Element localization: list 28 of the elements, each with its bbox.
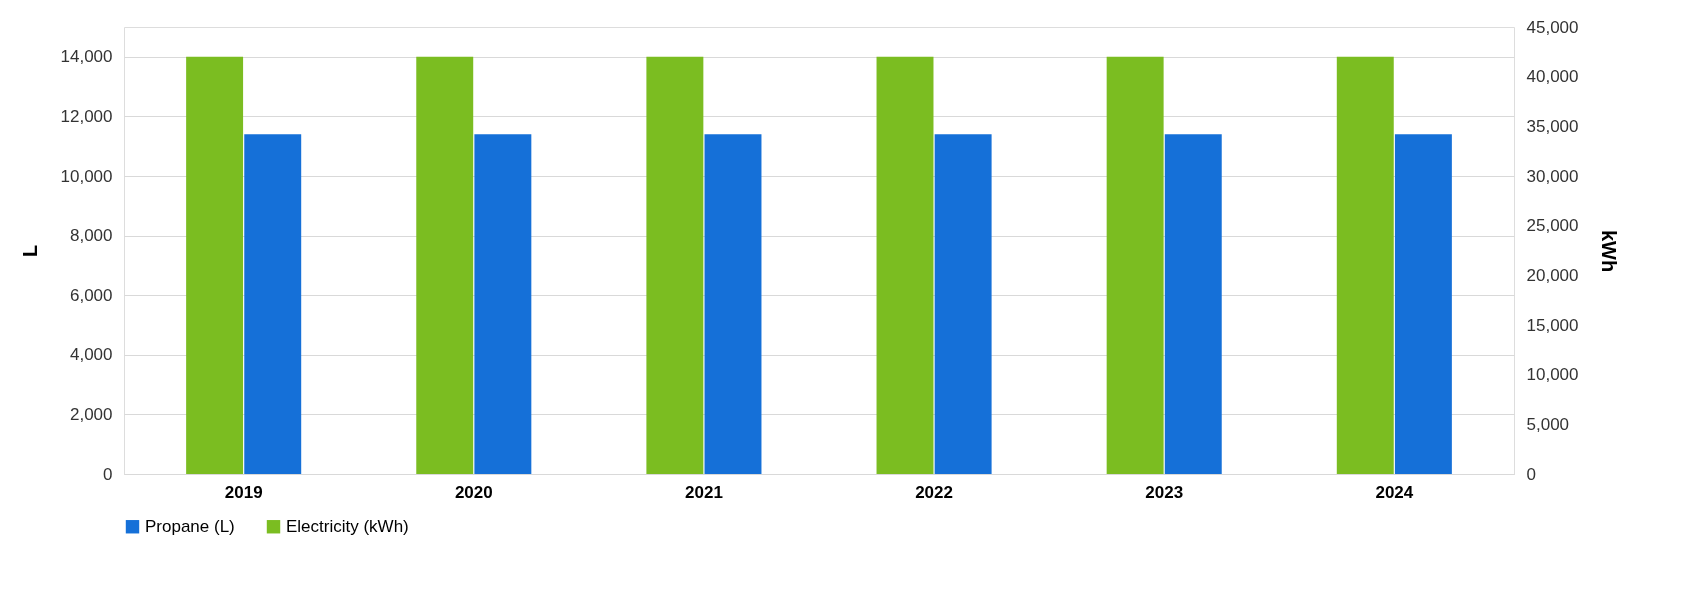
y2-tick-label: 45,000 xyxy=(1526,17,1579,37)
y-tick-label: 8,000 xyxy=(69,226,113,246)
x-tick-label: 2020 xyxy=(454,482,493,502)
y2-tick-label: 25,000 xyxy=(1526,216,1579,236)
y-tick-label: 14,000 xyxy=(60,47,113,67)
y-tick-label: 10,000 xyxy=(60,166,113,186)
y2-tick-label: 5,000 xyxy=(1526,414,1570,434)
x-tick-label: 2024 xyxy=(1375,482,1414,502)
x-tick-label: 2021 xyxy=(685,482,723,502)
y2-axis-title: kWh xyxy=(1598,229,1621,273)
y-tick-label: 0 xyxy=(103,464,113,484)
y-axis-title: L xyxy=(18,244,41,258)
y2-tick-label: 0 xyxy=(1526,464,1536,484)
y-tick-label: 6,000 xyxy=(69,285,113,305)
y2-tick-label: 35,000 xyxy=(1526,116,1579,136)
x-tick-label: 2023 xyxy=(1145,482,1184,502)
y-tick-label: 12,000 xyxy=(60,106,113,126)
legend-label: Electricity (kWh) xyxy=(286,516,409,536)
y-tick-label: 4,000 xyxy=(69,345,113,365)
x-tick-label: 2022 xyxy=(915,482,953,502)
y2-tick-label: 10,000 xyxy=(1526,365,1579,385)
y2-tick-label: 40,000 xyxy=(1526,67,1579,87)
y2-tick-label: 30,000 xyxy=(1526,166,1579,186)
y-tick-label: 2,000 xyxy=(69,404,113,424)
x-tick-label: 2019 xyxy=(224,482,263,502)
y2-tick-label: 15,000 xyxy=(1526,315,1579,335)
legend-label: Propane (L) xyxy=(145,516,235,536)
y2-tick-label: 20,000 xyxy=(1526,265,1579,285)
